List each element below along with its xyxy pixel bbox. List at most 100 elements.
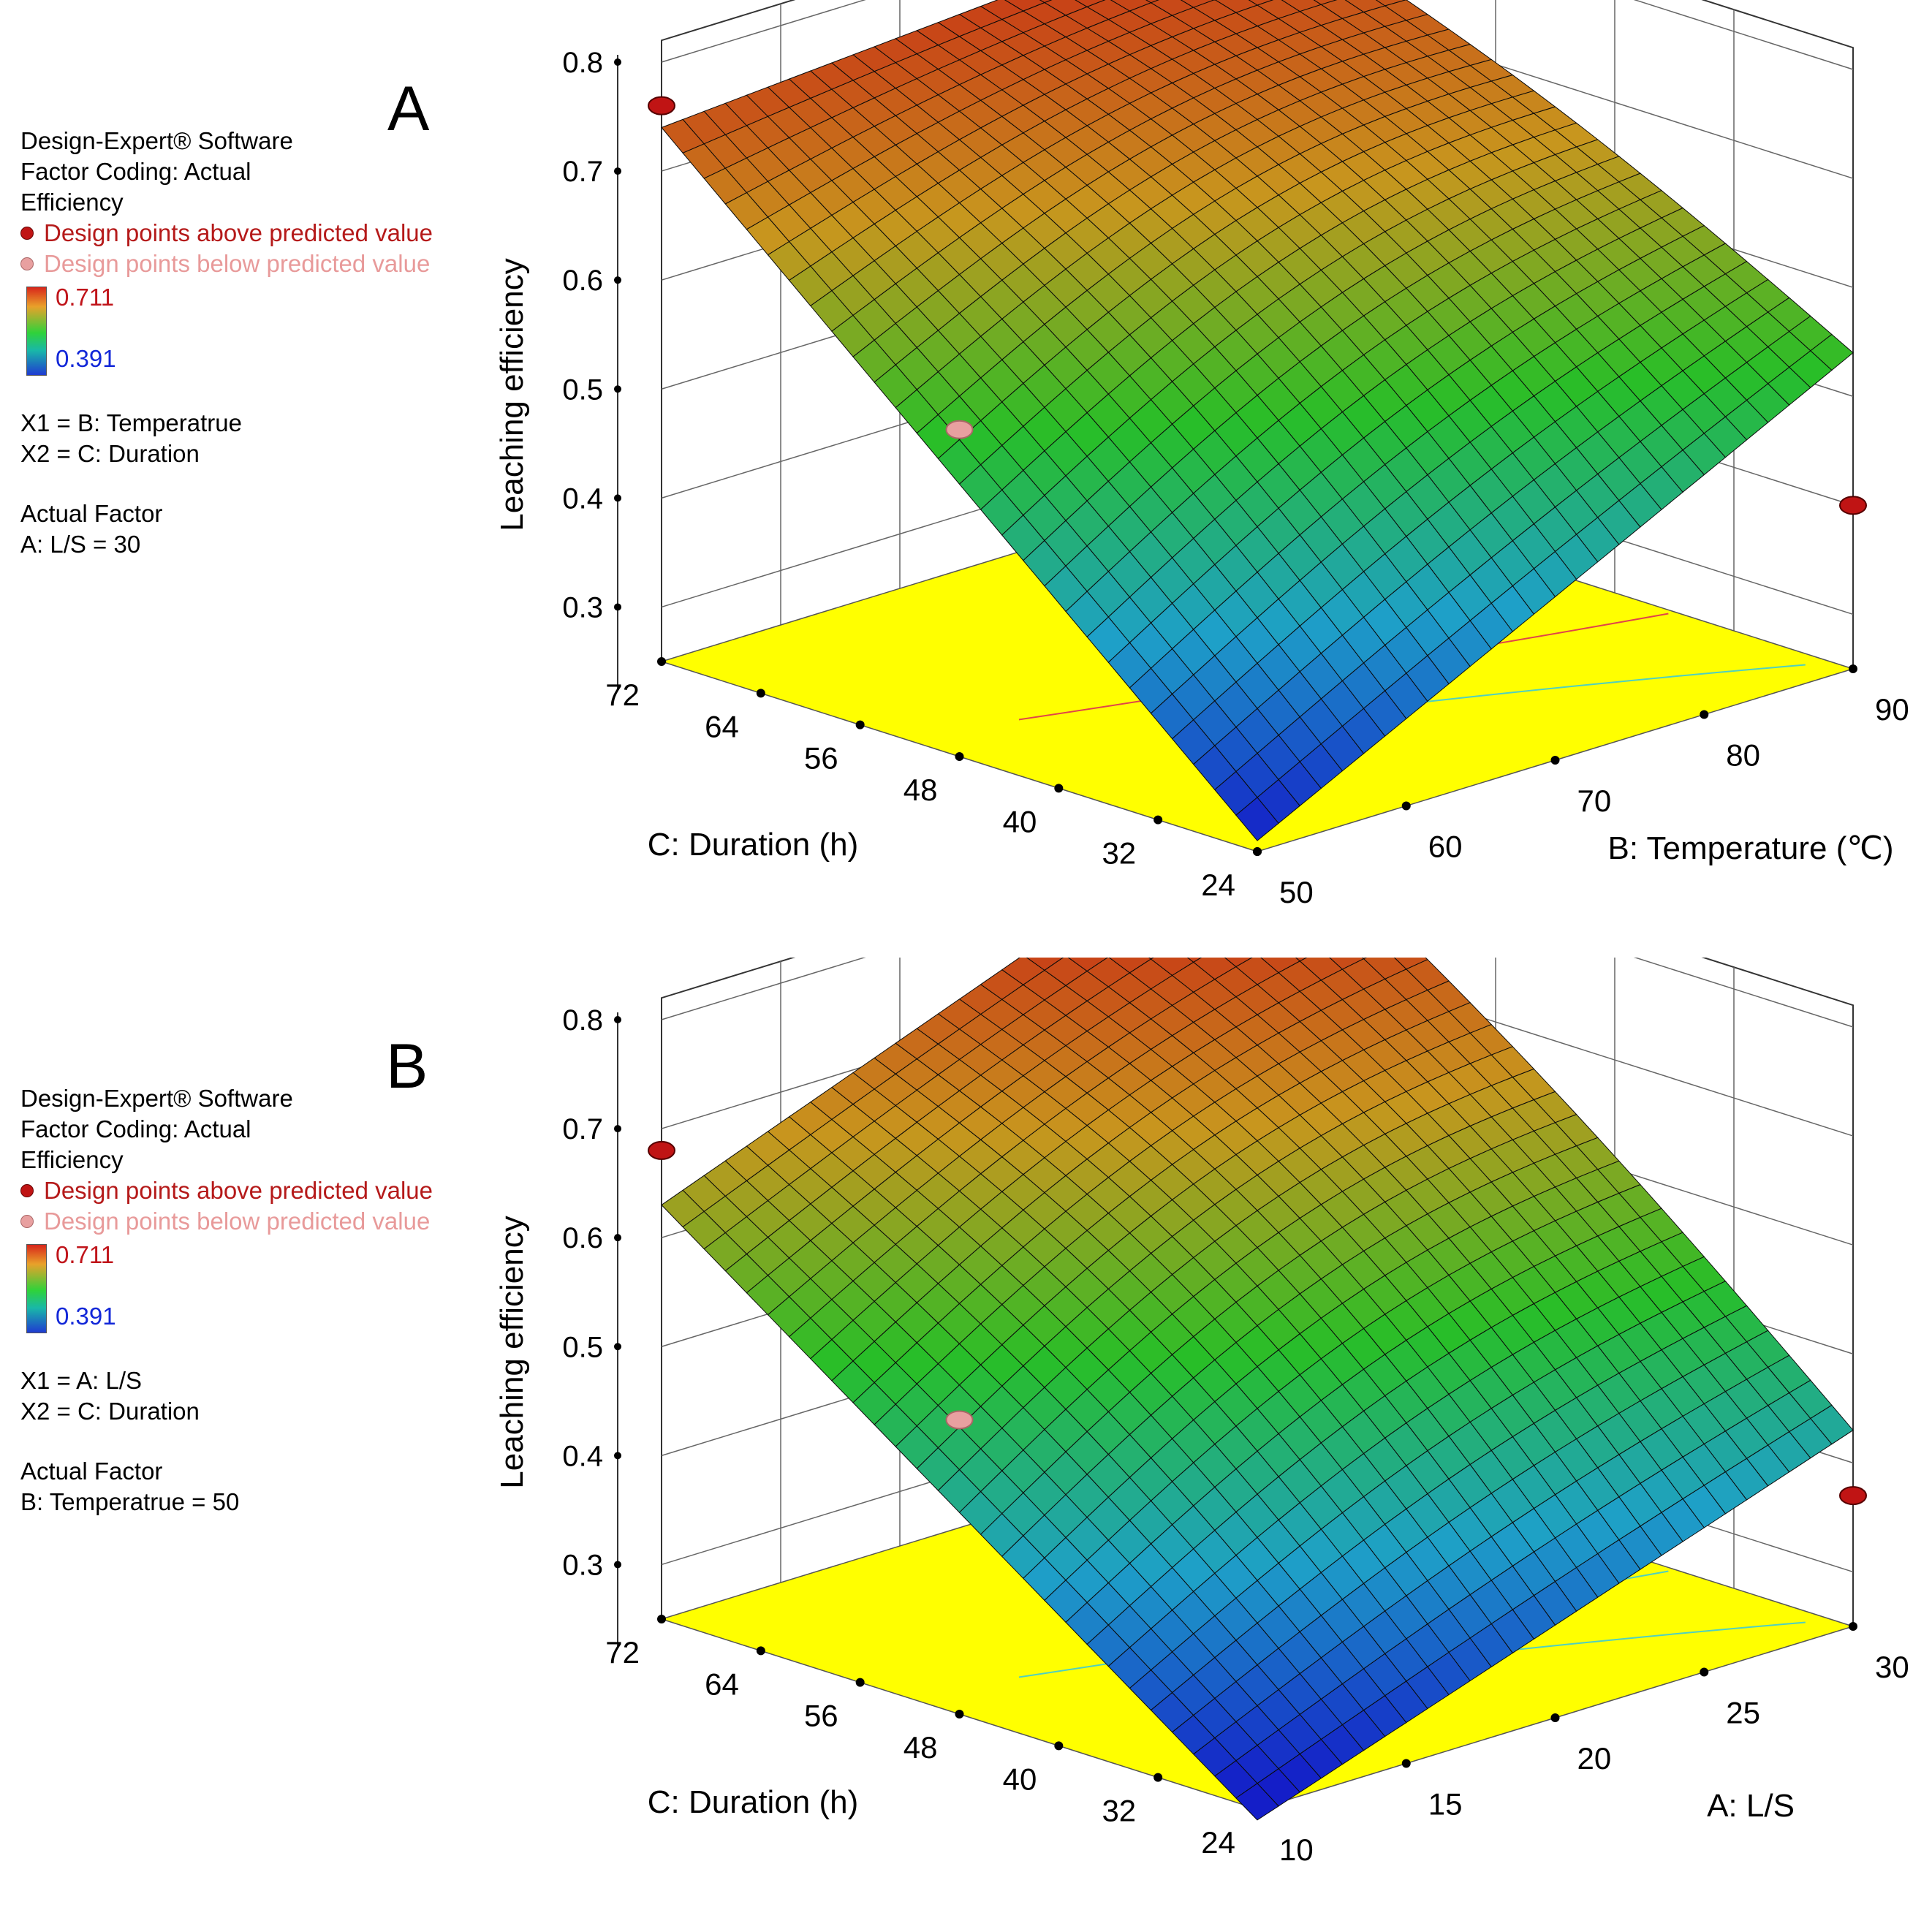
wall-grid-line (661, 958, 1854, 1028)
color-scale-bar (26, 287, 47, 376)
above-marker-icon (20, 1184, 34, 1197)
design-point-above (648, 96, 675, 115)
legend-x1: X1 = A: L/S (20, 1367, 143, 1394)
y-axis-label: B: Temperature (℃) (1608, 830, 1894, 866)
y-tick-mark (1401, 801, 1411, 811)
x-axis-label: C: Duration (h) (648, 1784, 859, 1820)
z-axis: 0.8 0.7 0.6 0.5 0.4 0.3 (562, 47, 621, 691)
z-axis-label: Leaching efficiency (494, 1216, 530, 1488)
y-tick-label: 15 (1428, 1787, 1463, 1822)
color-scale-max: 0.711 (56, 284, 115, 311)
y-tick-label: 80 (1726, 738, 1760, 773)
above-marker-icon (20, 227, 34, 240)
legend-response: Efficiency (20, 1146, 124, 1173)
legend-above-entry: Design points above predicted value (20, 1175, 433, 1206)
y-tick-label: 70 (1577, 784, 1612, 818)
z-tick-mark (614, 1125, 621, 1133)
z-tick-mark (614, 167, 621, 175)
x-tick-label: 24 (1201, 1825, 1235, 1860)
x-tick-mark (657, 1615, 666, 1623)
surface-cell (1235, 1783, 1279, 1821)
surface-cell (1145, 0, 1159, 4)
legend-actual-factor: B: Temperatrue = 50 (20, 1488, 240, 1515)
x-tick-mark (955, 752, 964, 761)
y-tick-mark (1550, 1713, 1560, 1722)
color-scale: 0.711 0.391 (20, 1240, 433, 1336)
z-tick-label: 0.8 (562, 47, 603, 79)
surface-plot-b: 0.8 0.7 0.6 0.5 0.4 0.3 Leaching efficiency 72 6… (494, 958, 1909, 1867)
y-tick-mark (1700, 1667, 1709, 1677)
panel-label-b: B (386, 1031, 428, 1102)
legend-b: Design-Expert® Software Factor Coding: A… (20, 1083, 433, 1517)
surface-cell (1186, 958, 1202, 963)
legend-above-label: Design points above predicted value (44, 219, 433, 246)
z-tick-label: 0.6 (562, 1222, 603, 1254)
z-tick-mark (614, 58, 621, 66)
y-tick-label: 10 (1279, 1833, 1314, 1867)
y-tick-label: 20 (1577, 1741, 1612, 1776)
legend-x1: X1 = B: Temperatrue (20, 409, 242, 436)
surface-cell (1295, 958, 1308, 962)
z-tick-label: 0.4 (562, 1440, 603, 1472)
z-tick-mark (614, 1452, 621, 1460)
x-tick-mark (756, 1646, 765, 1656)
color-scale-min: 0.391 (56, 345, 116, 372)
x-tick-label: 32 (1102, 1794, 1136, 1828)
legend-a: Design-Expert® Software Factor Coding: A… (20, 126, 433, 560)
x-tick-mark (1054, 784, 1064, 793)
y-tick-label: 60 (1428, 830, 1463, 864)
y-tick-label: 30 (1875, 1650, 1909, 1684)
legend-below-entry: Design points below predicted value (20, 1206, 433, 1237)
z-tick-label: 0.7 (562, 1113, 603, 1145)
x-tick-label: 64 (705, 1667, 739, 1701)
z-tick-label: 0.7 (562, 156, 603, 188)
design-point-below (945, 420, 974, 439)
x-tick-label: 48 (904, 1730, 938, 1765)
legend-x2: X2 = C: Duration (20, 440, 200, 467)
panel-label-a: A (387, 74, 430, 144)
z-tick-mark (614, 1234, 621, 1242)
z-tick-mark (614, 385, 621, 393)
z-tick-mark (614, 276, 621, 284)
y-axis-label: A: L/S (1707, 1788, 1795, 1824)
response-surface (661, 958, 1854, 1821)
below-marker-icon (20, 1215, 34, 1228)
legend-actual-factor-title: Actual Factor (20, 1458, 163, 1485)
legend-above-label: Design points above predicted value (44, 1177, 433, 1204)
y-tick-label: 50 (1279, 875, 1314, 909)
x-tick-mark (855, 720, 865, 729)
color-scale-bar (26, 1244, 47, 1333)
x-tick-label: 56 (804, 1699, 838, 1733)
y-tick-label: 25 (1726, 1696, 1760, 1730)
x-tick-mark (1054, 1741, 1064, 1751)
surface-cell (1235, 797, 1279, 841)
x-tick-mark (955, 1710, 964, 1718)
z-axis-label: Leaching efficiency (494, 258, 530, 531)
z-tick-label: 0.6 (562, 265, 603, 297)
x-tick-mark (1153, 1773, 1163, 1782)
color-scale-max: 0.711 (56, 1241, 115, 1268)
design-point-below (945, 1410, 974, 1430)
design-point-above (1839, 496, 1867, 515)
x-tick-mark (1153, 815, 1163, 825)
legend-actual-factor: A: L/S = 30 (20, 531, 141, 558)
x-axis-label: C: Duration (h) (648, 827, 859, 863)
x-tick-label: 72 (605, 1635, 640, 1670)
x-tick-mark (657, 657, 666, 666)
x-tick-label: 56 (804, 741, 838, 776)
y-tick-mark (1849, 1622, 1857, 1631)
z-tick-mark (614, 494, 621, 502)
color-scale: 0.711 0.391 (20, 282, 433, 379)
legend-software: Design-Expert® Software (20, 127, 293, 154)
legend-x2: X2 = C: Duration (20, 1398, 200, 1425)
legend-below-label: Design points below predicted value (44, 250, 431, 277)
legend-below-entry: Design points below predicted value (20, 249, 433, 279)
x-tick-label: 72 (605, 678, 640, 712)
x-tick-label: 40 (1003, 804, 1037, 838)
panel-a: Design-Expert® Software Factor Coding: A… (0, 0, 1932, 952)
z-axis: 0.8 0.7 0.6 0.5 0.4 0.3 (562, 1004, 621, 1648)
z-tick-mark (614, 1561, 621, 1569)
response-surface (661, 0, 1854, 841)
x-tick-label: 40 (1003, 1762, 1037, 1796)
z-tick-label: 0.3 (562, 1549, 603, 1581)
